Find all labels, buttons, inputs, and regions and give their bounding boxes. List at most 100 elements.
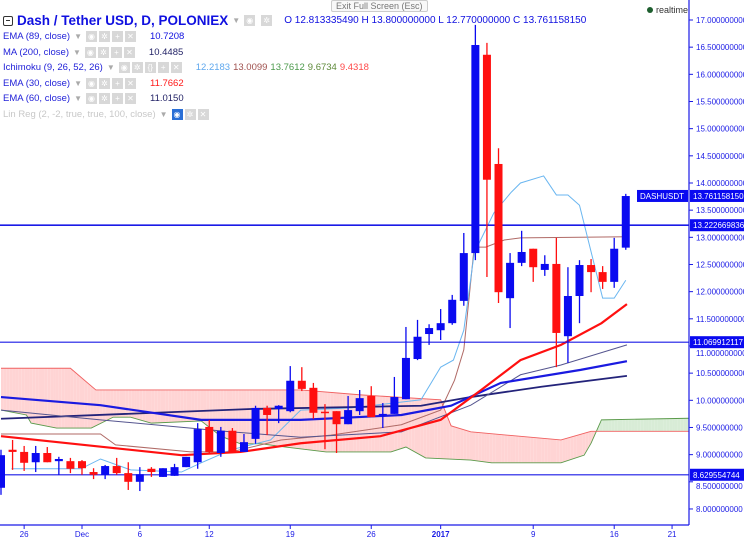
cloud-segment (507, 435, 511, 463)
close-icon[interactable]: ✕ (123, 46, 135, 58)
indicator-row[interactable]: EMA (89, close) ▼ ◉ ✲ + ✕ 10.7208 (3, 29, 586, 45)
chevron-down-icon[interactable]: ▼ (159, 109, 168, 119)
indicator-row[interactable]: EMA (30, close) ▼ ◉ ✲ + ✕ 11.7662 (3, 76, 586, 92)
candle (425, 324, 434, 345)
braces-icon[interactable]: {} (144, 62, 156, 74)
chevron-down-icon[interactable]: ▼ (73, 47, 81, 57)
gear-icon[interactable]: ✲ (184, 108, 196, 120)
cloud-segment (443, 407, 447, 459)
cloud-segment (452, 426, 456, 460)
cloud-segment (582, 432, 586, 456)
chevron-down-icon[interactable]: ▼ (106, 63, 115, 73)
indicator-name[interactable]: Ichimoku (9, 26, 52, 26) (3, 62, 103, 74)
cloud-segment (455, 427, 459, 460)
time-tick-label: 19 (286, 530, 295, 539)
indicator-value: 12.2183 (195, 62, 231, 74)
eye-icon[interactable]: ◉ (171, 108, 183, 120)
time-axis[interactable]: 26 Dec 6 12 19 26 2017 9 16 21 (20, 525, 677, 539)
close-icon[interactable]: ✕ (124, 77, 136, 89)
indicator-row[interactable]: MA (200, close) ▼ ◉ ✲ + ✕ 10.4485 (3, 45, 586, 61)
cloud-segment (29, 368, 33, 424)
eye-icon[interactable]: ◉ (118, 62, 130, 74)
collapse-legend-icon[interactable] (3, 15, 13, 26)
price-labels: 13.761158150 DASHUSDT 13.222669836 11.06991… (637, 189, 744, 481)
price-tick-label: 13.000000000 (696, 233, 744, 242)
eye-icon[interactable]: ◉ (85, 31, 97, 43)
close-icon[interactable]: ✕ (124, 31, 136, 43)
candle-body (193, 429, 202, 463)
chevron-down-icon[interactable]: ▼ (232, 16, 241, 25)
close-icon[interactable]: ✕ (170, 62, 182, 74)
symbol-title[interactable]: Dash / Tether USD, D, POLONIEX (17, 13, 229, 28)
horizontal-lines[interactable] (0, 224, 689, 476)
indicator-value: 11.7662 (149, 77, 184, 89)
cloud-segment (99, 389, 103, 425)
indicator-name[interactable]: MA (200, close) (3, 46, 69, 58)
chevron-down-icon[interactable]: ▼ (74, 32, 82, 42)
candle-body (8, 449, 17, 452)
indicator-row[interactable]: Lin Reg (2, -2, true, true, 100, close) ▼… (3, 107, 586, 123)
candle (621, 193, 630, 250)
cloud-segment (550, 439, 554, 463)
cloud-segment (73, 370, 77, 429)
cloud-segment (420, 398, 424, 457)
candle (610, 237, 619, 288)
cloud-segment (478, 432, 482, 462)
eye-icon[interactable]: ◉ (244, 15, 256, 26)
price-tick-label: 16.500000000 (696, 43, 744, 52)
cloud-segment (3, 368, 7, 412)
gear-icon[interactable]: ✲ (98, 31, 110, 43)
cloud-segment (232, 389, 236, 442)
eye-icon[interactable]: ◉ (84, 46, 96, 58)
candle-body (436, 323, 445, 331)
cloud-segment (79, 375, 82, 429)
candle (89, 468, 98, 480)
price-tick-label: 13.500000000 (696, 206, 744, 215)
gear-icon[interactable]: ✲ (261, 15, 273, 26)
candle-body (459, 253, 468, 301)
cloud-segment (458, 427, 461, 460)
gear-icon[interactable]: ✲ (98, 77, 110, 89)
close-icon[interactable]: ✕ (197, 108, 209, 120)
indicator-row[interactable]: EMA (60, close) ▼ ◉ ✲ + ✕ 11.0150 (3, 91, 586, 107)
cloud-segment (272, 389, 276, 446)
plus-icon[interactable]: + (111, 31, 123, 43)
chevron-down-icon[interactable]: ▼ (74, 94, 82, 104)
eye-icon[interactable]: ◉ (85, 93, 97, 105)
indicator-name[interactable]: EMA (60, close) (3, 93, 71, 105)
gear-icon[interactable]: ✲ (98, 93, 110, 105)
candle (263, 405, 272, 436)
cloud-segment (669, 418, 673, 432)
cloud-segment (113, 389, 117, 418)
chevron-down-icon[interactable]: ▼ (74, 78, 82, 88)
cloud-segment (599, 419, 603, 432)
cloud-segment (663, 418, 667, 432)
candle-body (124, 473, 133, 482)
plus-icon[interactable]: + (111, 93, 123, 105)
gear-icon[interactable]: ✲ (131, 62, 143, 74)
cloud-segment (475, 432, 479, 462)
indicator-name[interactable]: Lin Reg (2, -2, true, true, 100, close) (3, 108, 156, 120)
eye-icon[interactable]: ◉ (85, 77, 97, 89)
gear-icon[interactable]: ✲ (97, 46, 109, 58)
cloud-segment (93, 388, 97, 427)
symbol-row: Dash / Tether USD, D, POLONIEX ▼ ◉ ✲ O 12… (3, 12, 586, 29)
candle-body (43, 453, 52, 463)
price-tick-label: 9.500000000 (696, 423, 743, 432)
cloud-segment (38, 368, 42, 426)
price-tick-label: 12.000000000 (696, 288, 744, 297)
indicator-name[interactable]: EMA (89, close) (3, 31, 71, 43)
price-axis[interactable]: 17.000000000 16.500000000 16.000000000 15.5… (689, 16, 744, 514)
indicator-value: 13.0099 (233, 62, 268, 74)
plus-icon[interactable]: + (157, 62, 169, 74)
cloud-segment (533, 437, 537, 463)
close-icon[interactable]: ✕ (124, 93, 136, 105)
indicator-row[interactable]: Ichimoku (9, 26, 52, 26) ▼ ◉ ✲{} + ✕ 12.2183 13… (3, 60, 586, 76)
cloud-segment (243, 389, 247, 444)
plus-icon[interactable]: + (111, 77, 123, 89)
plus-icon[interactable]: + (110, 46, 122, 58)
time-tick-label: 21 (668, 530, 677, 539)
cloud-segment (660, 418, 664, 432)
indicator-name[interactable]: EMA (30, close) (3, 77, 71, 89)
